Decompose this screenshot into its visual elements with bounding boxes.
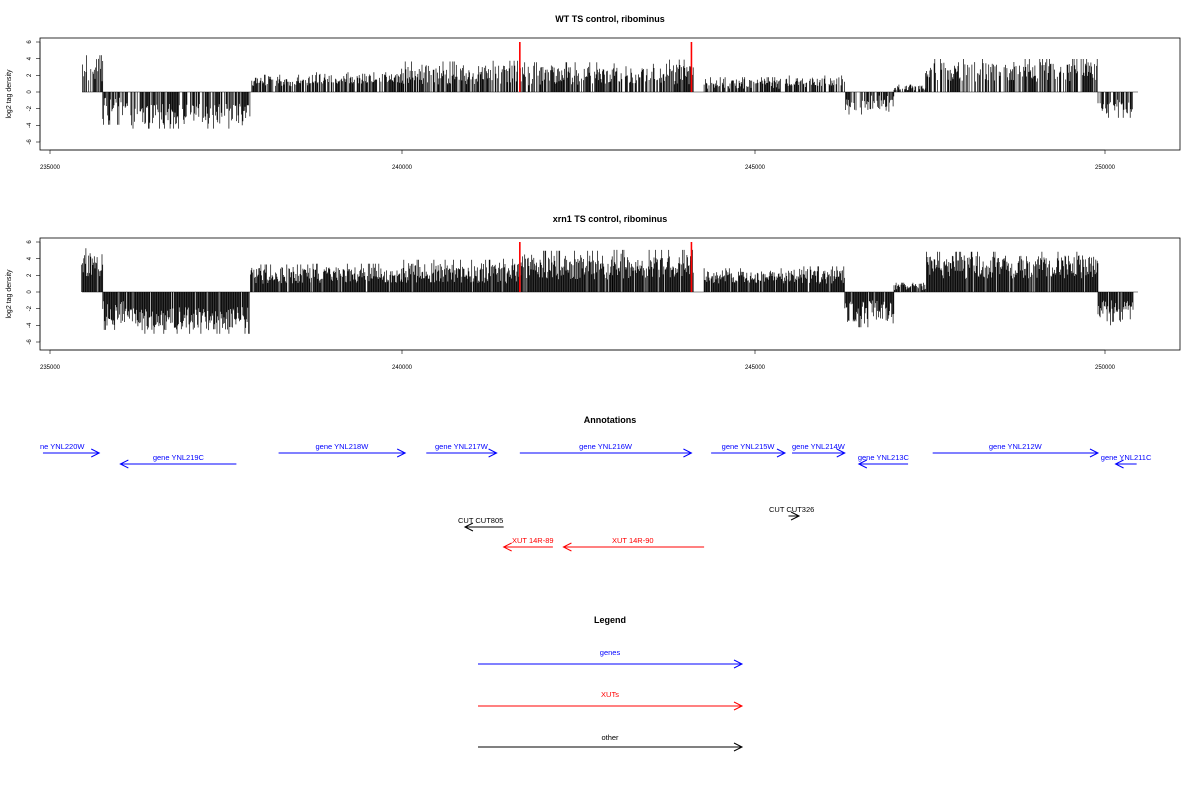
feature-label: gene YNL217W	[435, 442, 489, 451]
wt-y-axis-label: log2 tag density	[6, 69, 13, 119]
xrn1-panel-title: xrn1 TS control, ribominus	[553, 214, 668, 224]
xrn1-ytick-label: -4	[27, 322, 33, 328]
legend-title: Legend	[594, 615, 626, 625]
legend-other-label: other	[601, 733, 619, 742]
annotations-title: Annotations	[584, 415, 637, 425]
wt-x-ticks: 235000 240000 245000 250000	[40, 150, 1116, 171]
feature-label: gene YNL213C	[858, 453, 910, 462]
legend-genes-arrowhead	[733, 659, 744, 669]
xrn1-xtick-label: 245000	[745, 365, 766, 371]
annotation-feature: CUT CUT805	[458, 516, 504, 532]
annotation-feature: XUT 14R-90	[562, 536, 705, 552]
feature-arrowhead	[488, 448, 498, 458]
feature-label: gene YNL211C	[1101, 453, 1152, 462]
xrn1-panel: xrn1 TS control, ribominus 6 4 2 0 -2 -4…	[6, 214, 1181, 371]
feature-arrowhead	[463, 522, 474, 532]
annotation-feature: gene YNL213C	[857, 453, 910, 469]
feature-label: XUT 14R-89	[512, 536, 554, 545]
wt-bars	[82, 42, 1133, 129]
annotation-feature: gene YNL215W	[711, 442, 787, 458]
feature-label: gene YNL216W	[579, 442, 633, 451]
annotation-feature: CUT CUT326	[769, 505, 814, 521]
feature-label: ne YNL220W	[40, 442, 85, 451]
xrn1-xtick-label: 235000	[40, 365, 61, 371]
feature-arrowhead	[790, 511, 801, 521]
wt-panel-title: WT TS control, ribominus	[555, 14, 665, 24]
xrn1-ytick-label: -2	[27, 305, 33, 311]
wt-ytick-label: 6	[27, 40, 33, 44]
annotation-feature: XUT 14R-89	[502, 536, 554, 552]
annotation-feature: ne YNL220W	[40, 442, 101, 458]
wt-xtick-label: 240000	[392, 165, 413, 171]
legend-xuts-arrowhead	[733, 701, 744, 711]
wt-ytick-label: -4	[27, 122, 33, 128]
xrn1-ytick-label: 6	[27, 240, 33, 244]
feature-arrowhead	[91, 448, 101, 458]
annotation-feature: gene YNL218W	[278, 442, 407, 458]
xrn1-xtick-label: 240000	[392, 365, 413, 371]
annotation-features: ne YNL220W gene YNL219C gene YNL218W gene Y…	[40, 442, 1152, 552]
legend: Legend genes XUTs other	[478, 615, 744, 752]
wt-y-ticks: 6 4 2 0 -2 -4 -6	[27, 40, 40, 145]
feature-arrowhead	[857, 459, 868, 469]
feature-label: gene YNL214W	[792, 442, 846, 451]
feature-label: CUT CUT326	[769, 505, 814, 514]
feature-arrowhead	[1089, 448, 1100, 458]
wt-ytick-label: -2	[27, 105, 33, 111]
annotations-panel: Annotations ne YNL220W gene YNL219C gene Y…	[40, 415, 1152, 552]
feature-label: gene YNL218W	[315, 442, 369, 451]
feature-arrowhead	[562, 542, 572, 552]
feature-label: XUT 14R-90	[612, 536, 654, 545]
legend-xuts-label: XUTs	[601, 690, 619, 699]
feature-label: CUT CUT805	[458, 516, 503, 525]
feature-arrowhead	[396, 448, 407, 458]
wt-panel: WT TS control, ribominus 6 4 2 0 -2 -4 -…	[6, 14, 1181, 171]
xrn1-ytick-label: 0	[27, 290, 33, 294]
annotation-feature: gene YNL217W	[426, 442, 498, 458]
feature-arrowhead	[776, 448, 787, 458]
wt-ytick-label: -6	[27, 139, 33, 145]
feature-arrowhead	[1114, 459, 1124, 469]
wt-xtick-label: 245000	[745, 165, 766, 171]
xrn1-y-ticks: 6 4 2 0 -2 -4 -6	[27, 240, 40, 345]
annotation-feature: gene YNL214W	[792, 442, 846, 458]
xrn1-y-axis-label: log2 tag density	[6, 269, 13, 319]
wt-ytick-label: 0	[27, 90, 33, 94]
wt-ytick-label: 2	[27, 73, 33, 77]
xrn1-bars	[81, 242, 1134, 334]
annotation-feature: gene YNL211C	[1101, 453, 1152, 469]
wt-xtick-label: 235000	[40, 165, 61, 171]
annotation-feature: gene YNL216W	[519, 442, 693, 458]
legend-other-arrowhead	[733, 742, 744, 752]
wt-ytick-label: 4	[27, 56, 33, 60]
wt-xtick-label: 250000	[1095, 165, 1116, 171]
feature-arrowhead	[683, 448, 693, 458]
xrn1-x-ticks: 235000 240000 245000 250000	[40, 350, 1116, 371]
xrn1-ytick-label: -6	[27, 339, 33, 345]
feature-label: gene YNL219C	[153, 453, 205, 462]
feature-arrowhead	[119, 459, 129, 469]
legend-genes-label: genes	[600, 648, 621, 657]
xrn1-ytick-label: 4	[27, 256, 33, 260]
feature-arrowhead	[836, 448, 846, 458]
xrn1-xtick-label: 250000	[1095, 365, 1116, 371]
annotation-feature: gene YNL219C	[119, 453, 237, 469]
feature-label: gene YNL212W	[989, 442, 1043, 451]
annotation-feature: gene YNL212W	[932, 442, 1100, 458]
xrn1-ytick-label: 2	[27, 273, 33, 277]
feature-arrowhead	[502, 542, 512, 552]
feature-label: gene YNL215W	[722, 442, 776, 451]
